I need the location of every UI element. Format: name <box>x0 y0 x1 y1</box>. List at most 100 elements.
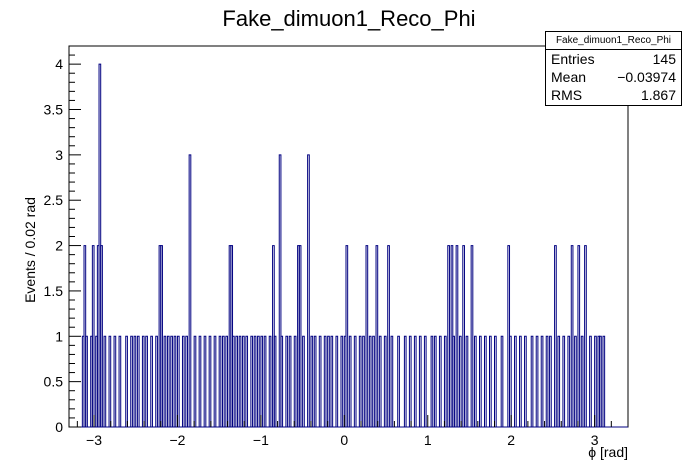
histogram-bin <box>584 245 587 427</box>
y-tick-label: 0 <box>55 419 63 435</box>
histogram-bin <box>375 245 379 427</box>
y-axis-label: Events / 0.02 rad <box>22 197 38 303</box>
histogram-bin <box>238 335 242 427</box>
histogram-bin <box>330 335 334 427</box>
histogram-bin <box>288 335 292 427</box>
histogram-bin <box>387 245 390 427</box>
histogram-bin <box>433 335 437 427</box>
x-tick-label: −2 <box>169 432 185 448</box>
histogram-bin <box>403 335 407 427</box>
histogram-bin <box>577 245 581 427</box>
x-tick-label: −3 <box>86 432 102 448</box>
histogram-bin <box>293 335 297 427</box>
histogram-bin <box>519 335 522 427</box>
x-tick-label: −1 <box>253 432 269 448</box>
histogram-bin <box>125 335 128 427</box>
histogram-bin <box>470 245 474 427</box>
histogram-bin <box>163 335 167 427</box>
stats-label: Mean <box>551 69 587 85</box>
histogram-bin <box>478 335 482 427</box>
histogram-bin <box>340 335 344 427</box>
x-tick-label: 2 <box>507 432 515 448</box>
y-tick-label: 2.5 <box>44 192 64 208</box>
histogram-bin <box>193 335 197 427</box>
histogram-bin <box>372 335 375 427</box>
histogram-bin <box>358 335 362 427</box>
histogram-bin <box>599 335 602 427</box>
stats-box-title: Fake_dimuon1_Reco_Phi <box>546 32 681 50</box>
histogram-bin <box>141 335 145 427</box>
histogram-bin <box>458 335 462 427</box>
histogram-bin <box>500 335 504 427</box>
histogram-bin <box>455 245 459 427</box>
histogram-bin <box>545 335 549 427</box>
y-tick-label: 2 <box>55 238 63 254</box>
histogram-bin <box>602 335 606 427</box>
histogram-bin <box>397 335 400 427</box>
stats-row-rms: RMS 1.867 <box>546 86 681 104</box>
histogram-bin <box>166 335 170 427</box>
histogram-bin <box>562 335 566 427</box>
histogram-bin <box>345 245 349 427</box>
histogram-bin <box>567 335 571 427</box>
histogram-bin <box>524 335 527 427</box>
histogram-bin <box>353 335 357 427</box>
histogram-bin <box>570 245 574 427</box>
histogram-bin <box>418 335 422 427</box>
stats-value: −0.03974 <box>617 69 676 85</box>
histogram-bin <box>133 335 137 427</box>
histogram-bin <box>335 335 339 427</box>
histogram-bin <box>245 335 249 427</box>
stats-label: Entries <box>551 51 595 67</box>
histogram-bin <box>483 335 487 427</box>
x-tick-label: 0 <box>340 432 348 448</box>
histogram-bin <box>443 335 447 427</box>
y-tick-label: 3.5 <box>44 102 64 118</box>
histogram-bin <box>549 335 552 427</box>
histogram-bin <box>208 335 212 427</box>
histogram-bin <box>530 335 534 427</box>
histogram-bin <box>257 335 260 427</box>
histogram-bin <box>188 154 192 427</box>
histogram-bin <box>368 335 372 427</box>
stats-label: RMS <box>551 87 583 103</box>
histogram-bin <box>489 335 492 427</box>
histogram-bin <box>413 335 417 427</box>
histogram-bin <box>423 335 427 427</box>
histogram-bin <box>390 335 394 427</box>
histogram-bin <box>540 335 544 427</box>
histogram-bin <box>203 335 207 427</box>
histogram-bin <box>473 335 477 427</box>
histogram-bin <box>554 245 557 427</box>
y-tick-label: 4 <box>55 56 63 72</box>
histogram-bin <box>130 335 133 427</box>
stats-box: Fake_dimuon1_Reco_Phi Entries 145 Mean −… <box>545 31 682 106</box>
histogram-bin <box>198 335 202 427</box>
histogram-bin <box>307 154 310 427</box>
histogram-bin <box>185 335 188 427</box>
histogram-bin <box>574 335 577 427</box>
x-axis-label: ϕ [rad] <box>588 444 628 460</box>
histogram-bin <box>310 335 314 427</box>
histogram-bin <box>452 335 455 427</box>
histogram-bin <box>242 335 245 427</box>
histogram-bin <box>91 245 95 427</box>
histogram-bin <box>318 335 322 427</box>
x-tick-label: 3 <box>591 432 599 448</box>
histogram-bin <box>378 335 382 427</box>
histogram-bin <box>108 335 112 427</box>
histogram-bin <box>302 335 305 427</box>
y-tick-label: 0.5 <box>44 374 64 390</box>
histogram-bin <box>170 335 173 427</box>
histogram-bin <box>225 335 229 427</box>
stats-value: 1.867 <box>640 87 676 103</box>
histogram-bin <box>447 245 450 427</box>
histogram-bin <box>160 245 163 427</box>
histogram-bin <box>181 335 185 427</box>
histogram-bin <box>327 335 330 427</box>
y-tick-label: 1.5 <box>44 283 64 299</box>
histogram-bin <box>494 335 497 427</box>
histogram-bin <box>253 335 257 427</box>
histogram-bin <box>250 335 254 427</box>
histogram-bin <box>235 335 239 427</box>
